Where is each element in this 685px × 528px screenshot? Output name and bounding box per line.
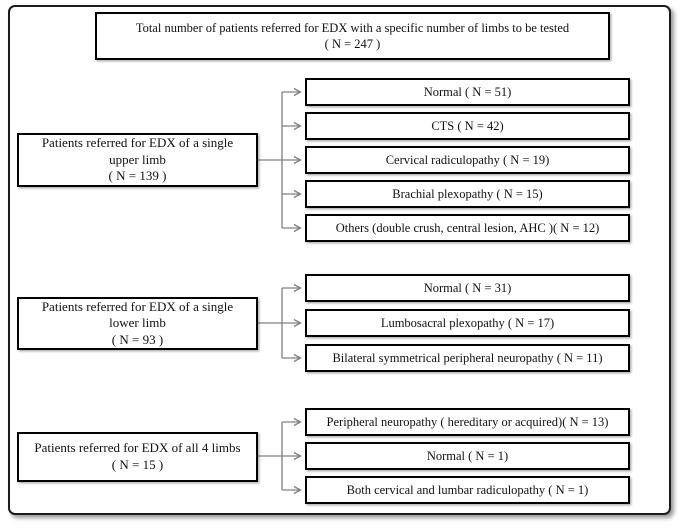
source-box-all-4-limbs: Patients referred for EDX of all 4 limbs… <box>17 432 258 482</box>
source-box-single-lower-limb: Patients referred for EDX of a single lo… <box>17 297 258 350</box>
outcome-box-cervical-radiculopathy: Cervical radiculopathy ( N = 19) <box>305 146 630 174</box>
root-box-text: Total number of patients referred for ED… <box>135 21 570 35</box>
outcome-box-normal-upper: Normal ( N = 51) <box>305 78 630 106</box>
outcome-box-normal-all4: Normal ( N = 1) <box>305 442 630 470</box>
outcome-box-cts: CTS ( N = 42) <box>305 112 630 140</box>
outcome-text: CTS ( N = 42) <box>431 119 504 133</box>
outcome-box-brachial-plexopathy: Brachial plexopathy ( N = 15) <box>305 180 630 208</box>
source-count-line: ( N = 93 ) <box>111 331 164 347</box>
outcome-text: Normal ( N = 51) <box>423 85 512 99</box>
source-text-line: Patients referred for EDX of a single <box>41 298 234 314</box>
outcome-text: Others (double crush, central lesion, AH… <box>335 221 600 235</box>
source-text-line: lower limb <box>109 315 166 331</box>
outcome-text: Normal ( N = 1) <box>426 449 509 463</box>
source-text-line: upper limb <box>109 151 166 167</box>
source-text-line: Patients referred for EDX of a single <box>41 135 234 151</box>
outcome-box-normal-lower: Normal ( N = 31) <box>305 274 630 302</box>
outcome-text: Lumbosacral plexopathy ( N = 17) <box>380 316 555 330</box>
outcome-box-peripheral-neuropathy: Peripheral neuropathy ( hereditary or ac… <box>305 408 630 436</box>
root-box-count: ( N = 247 ) <box>324 37 381 51</box>
outcome-box-both-radiculopathy: Both cervical and lumbar radiculopathy (… <box>305 476 630 504</box>
outcome-box-bilateral-neuropathy: Bilateral symmetrical peripheral neuropa… <box>305 344 630 372</box>
root-total-box: Total number of patients referred for ED… <box>95 12 610 60</box>
outcome-text: Peripheral neuropathy ( hereditary or ac… <box>326 415 609 429</box>
outcome-text: Cervical radiculopathy ( N = 19) <box>385 153 550 167</box>
outcome-text: Brachial plexopathy ( N = 15) <box>392 187 543 201</box>
outcome-text: Both cervical and lumbar radiculopathy (… <box>346 483 589 497</box>
source-text-line: Patients referred for EDX of all 4 limbs <box>34 440 241 456</box>
outcome-box-lumbosacral-plexopathy: Lumbosacral plexopathy ( N = 17) <box>305 309 630 337</box>
source-count-line: ( N = 139 ) <box>108 168 167 184</box>
outcome-text: Normal ( N = 31) <box>423 281 512 295</box>
outcome-text: Bilateral symmetrical peripheral neuropa… <box>332 351 603 365</box>
outcome-box-others: Others (double crush, central lesion, AH… <box>305 214 630 242</box>
source-count-line: ( N = 15 ) <box>111 457 164 472</box>
source-box-single-upper-limb: Patients referred for EDX of a single up… <box>17 133 258 187</box>
